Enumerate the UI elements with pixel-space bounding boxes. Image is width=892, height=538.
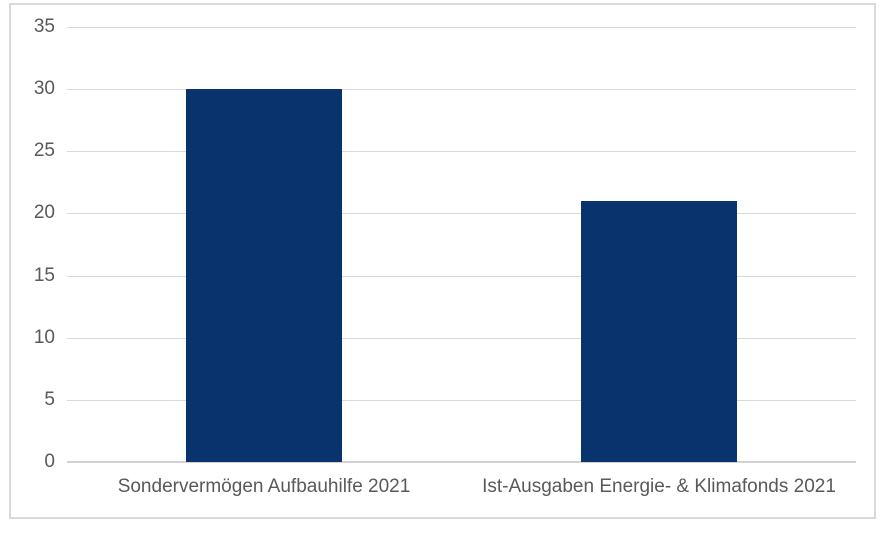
x-category-label: Sondervermögen Aufbauhilfe 2021 — [117, 476, 411, 497]
y-tick-label: 35 — [33, 16, 55, 37]
y-tick-label: 5 — [44, 389, 55, 410]
bar — [186, 89, 342, 462]
y-tick-label: 30 — [33, 78, 55, 99]
gridline — [67, 27, 856, 28]
y-tick-label: 15 — [33, 265, 55, 286]
y-tick-label: 0 — [44, 451, 55, 472]
y-tick-label: 25 — [33, 140, 55, 161]
y-tick-label: 20 — [33, 202, 55, 223]
gridline — [67, 400, 856, 401]
x-category-label: Ist-Ausgaben Energie- & Klimafonds 2021 — [482, 476, 836, 497]
y-tick-label: 10 — [33, 327, 55, 348]
plot-area — [67, 27, 856, 463]
gridline — [67, 89, 856, 90]
chart-frame: 0 5 10 15 20 25 30 35 Sondervermögen Aufbauhilf… — [9, 3, 876, 519]
gridline — [67, 213, 856, 214]
x-axis-line — [67, 461, 856, 463]
gridline — [67, 276, 856, 277]
bar — [581, 201, 737, 462]
gridline — [67, 151, 856, 152]
gridline — [67, 338, 856, 339]
